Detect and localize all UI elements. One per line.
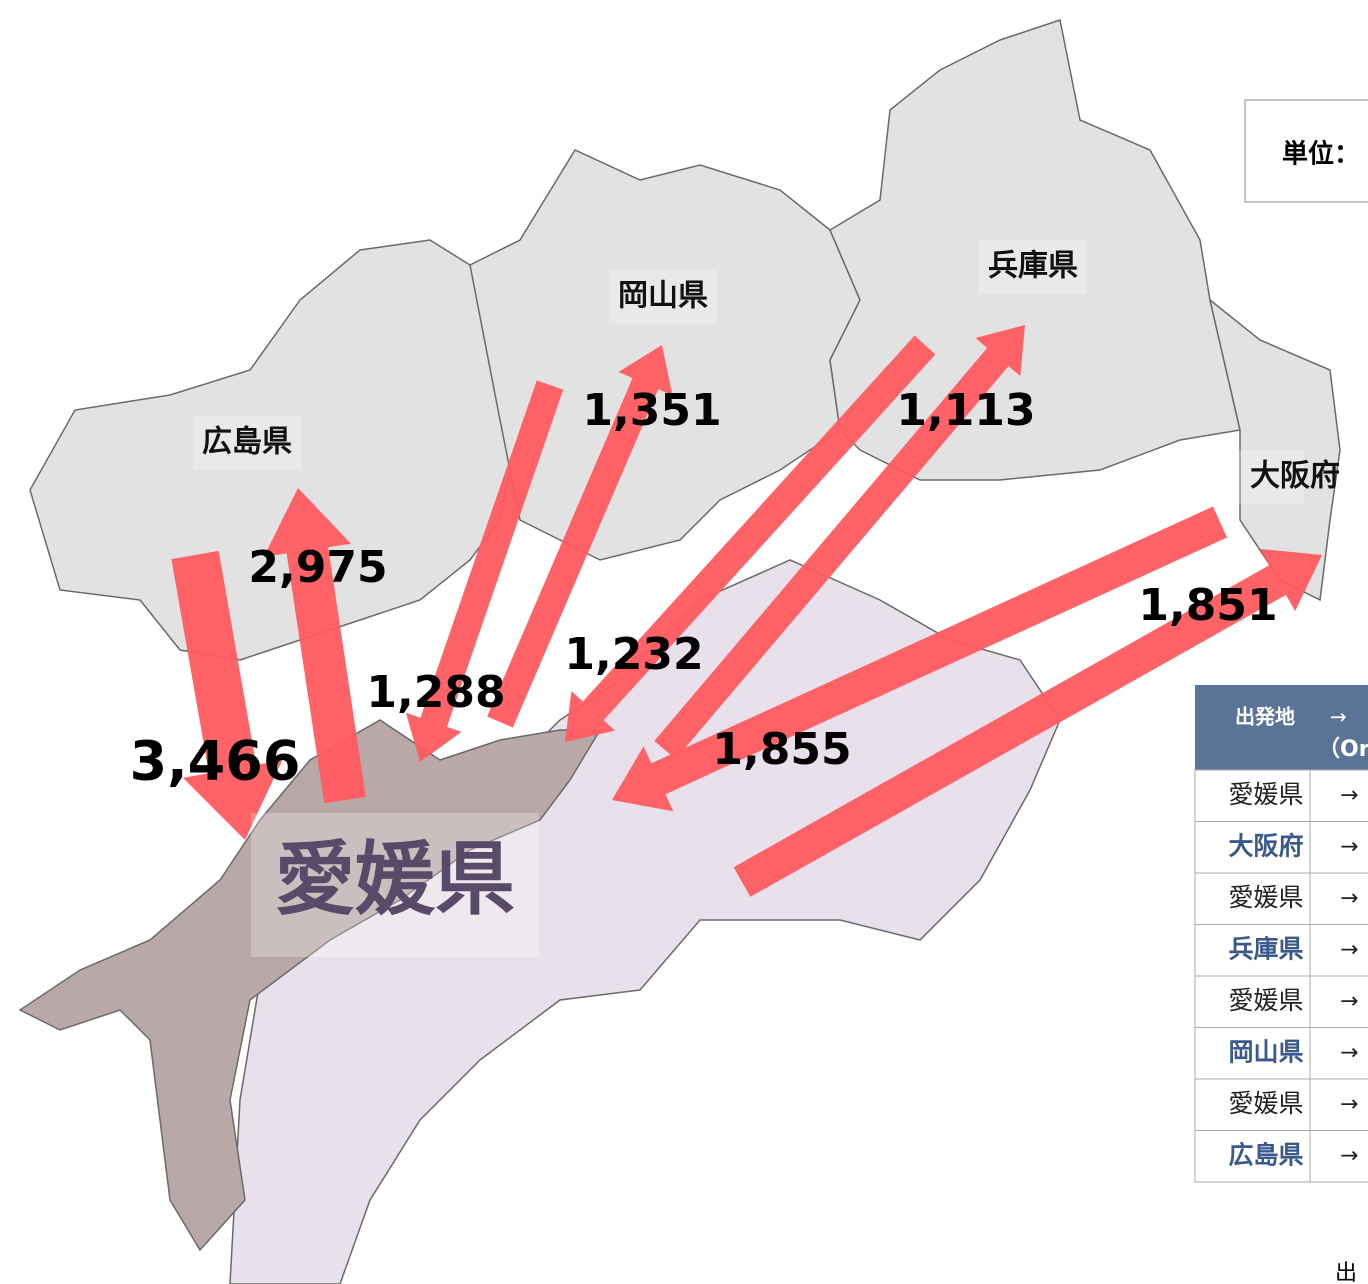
flow-label: 1,113	[896, 385, 1035, 436]
flow-arrow	[171, 550, 283, 840]
table-row	[1194, 821, 1368, 874]
flow-label: 1,851	[1138, 580, 1277, 631]
region-label: 愛媛県	[275, 833, 515, 926]
flow-label: 1,855	[712, 724, 851, 775]
arrow-cell: →	[1340, 989, 1358, 1014]
header-cell: 出発地	[1235, 705, 1295, 729]
flow-arrow	[565, 335, 936, 742]
label-bg	[609, 270, 717, 324]
origin-cell: 岡山県	[1228, 1037, 1303, 1066]
label-bg	[193, 416, 301, 470]
flow-arrow	[612, 506, 1228, 812]
table-row	[1194, 1130, 1368, 1183]
region-label: 広島県	[202, 425, 292, 460]
arrow-cell: →	[1340, 783, 1358, 808]
arrow-cell: →	[1340, 1092, 1358, 1117]
source-note: 出	[1335, 1261, 1357, 1284]
flow-arrow	[263, 488, 366, 804]
arrow-cell: →	[1340, 834, 1358, 859]
unit-box	[1244, 99, 1368, 203]
table-row	[1194, 1027, 1368, 1080]
label-bg	[251, 813, 539, 957]
flow-label: 3,466	[130, 730, 301, 793]
origin-cell: 愛媛県	[1228, 986, 1303, 1015]
label-bg	[979, 240, 1087, 294]
arrow-cell: →	[1340, 1143, 1358, 1168]
flow-label: 1,232	[564, 629, 703, 680]
flow-label: 2,975	[248, 542, 387, 593]
flow-arrow	[405, 380, 564, 762]
table-row	[1194, 872, 1368, 925]
arrow-cell: →	[1340, 1040, 1358, 1065]
origin-cell: 愛媛県	[1228, 1089, 1303, 1118]
origin-cell: 大阪府	[1228, 831, 1303, 860]
region-label: 岡山県	[618, 279, 708, 314]
flow-arrow	[654, 325, 1025, 760]
table-row	[1194, 975, 1368, 1028]
header-cell: （Or	[1318, 737, 1368, 762]
flow-label: 1,351	[582, 385, 721, 436]
region-label: 兵庫県	[988, 249, 1078, 284]
flow-arrow	[487, 345, 673, 728]
origin-cell: 兵庫県	[1228, 934, 1303, 963]
origin-cell: 愛媛県	[1228, 883, 1303, 912]
arrow-cell: →	[1340, 937, 1358, 962]
table-row	[1194, 924, 1368, 977]
osaka-area	[1208, 298, 1341, 602]
label-bg	[1196, 450, 1304, 504]
region-label: 大阪府	[1250, 459, 1340, 494]
flow-arrow	[733, 548, 1322, 897]
shikoku-area	[229, 559, 1061, 1284]
origin-cell: 広島県	[1228, 1140, 1303, 1169]
unit-label: 単位：	[1282, 139, 1360, 170]
flow-label: 1,288	[366, 667, 505, 718]
arrow-cell: →	[1340, 886, 1358, 911]
origin-cell: 愛媛県	[1228, 780, 1303, 809]
header-cell: →	[1330, 705, 1347, 729]
ehime-area	[18, 719, 602, 1252]
table-header	[1195, 685, 1368, 770]
